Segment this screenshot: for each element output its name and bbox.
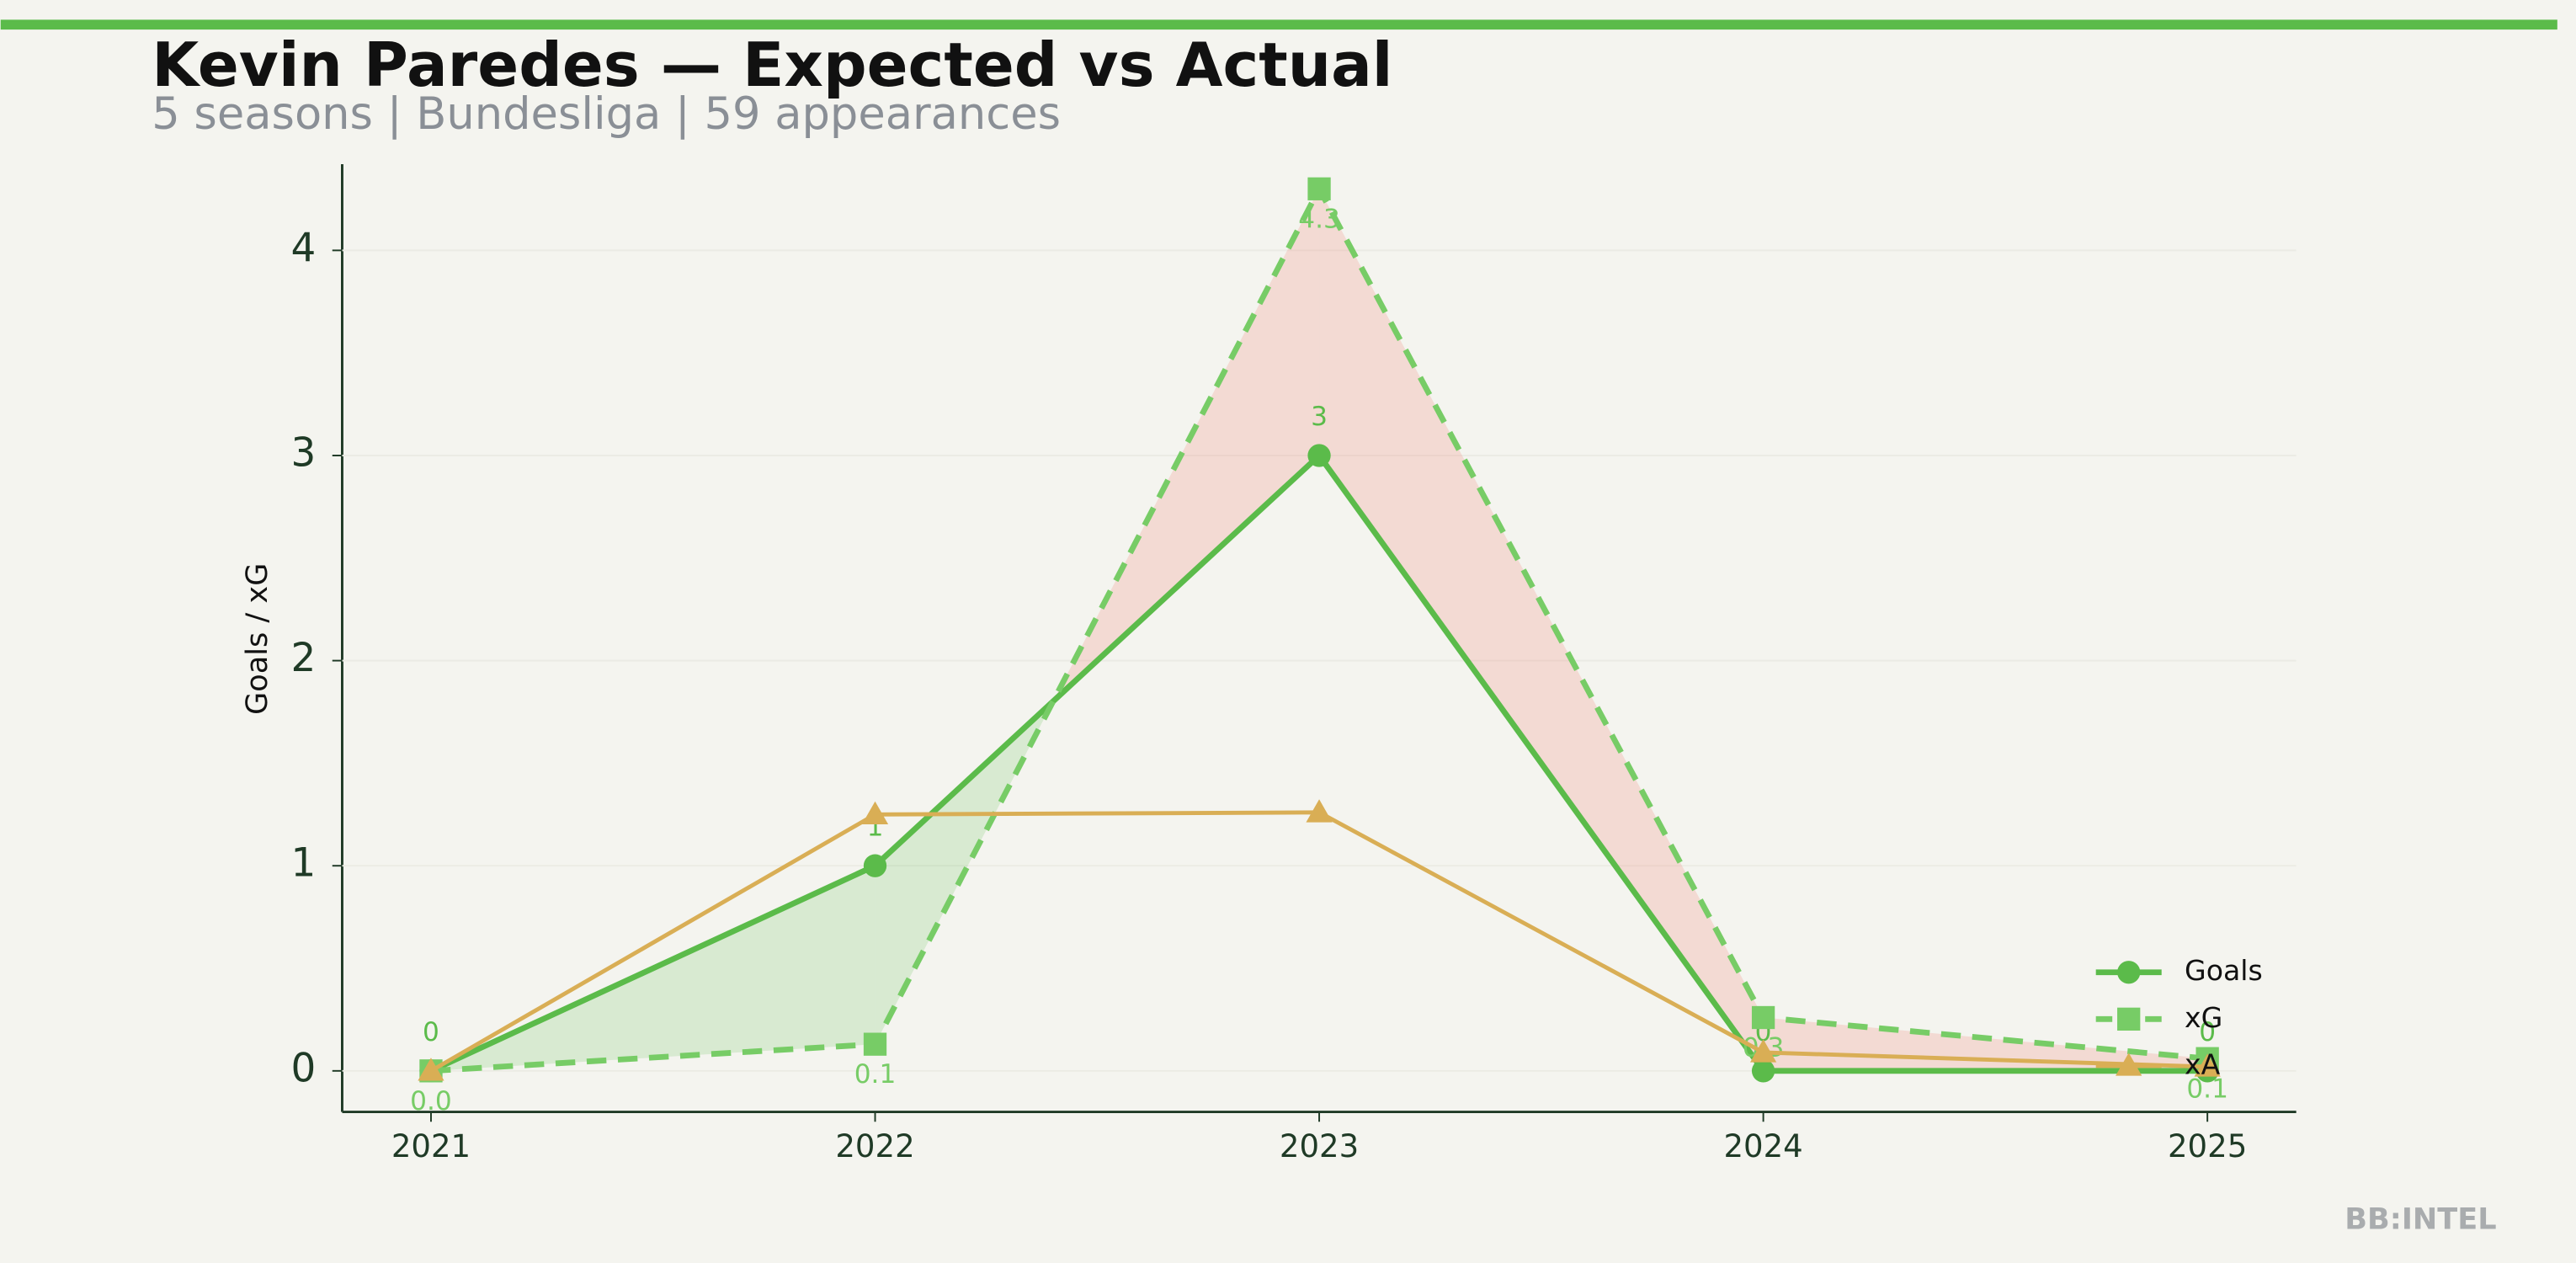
- y-tick-label: 4: [290, 226, 316, 271]
- data-point: [1751, 1005, 1775, 1030]
- data-point: [861, 801, 889, 825]
- top-bar: [0, 19, 2557, 30]
- value-label: 0.1: [854, 1059, 897, 1090]
- data-point: [1307, 177, 1331, 200]
- value-label: 0.1: [2186, 1074, 2228, 1104]
- value-label: 0: [423, 1017, 439, 1047]
- x-tick-label: 2024: [1723, 1128, 1802, 1164]
- y-tick-label: 1: [290, 841, 316, 887]
- legend-marker: [2117, 961, 2141, 984]
- value-label: 0.0: [410, 1086, 452, 1116]
- chart-title: Kevin Paredes — Expected vs Actual: [152, 30, 1392, 101]
- legend-marker: [2117, 1007, 2141, 1031]
- y-axis-label: Goals / xG: [240, 563, 274, 715]
- legend-label: xG: [2185, 1001, 2222, 1034]
- value-label: 0: [2199, 1017, 2216, 1047]
- y-tick-label: 0: [290, 1046, 316, 1091]
- y-tick-label: 3: [290, 430, 316, 476]
- value-label: 3: [1311, 402, 1328, 432]
- source: BB:INTEL: [2344, 1202, 2496, 1236]
- data-point: [863, 854, 887, 877]
- data-point: [1307, 444, 1331, 467]
- x-tick-label: 2025: [2168, 1128, 2247, 1164]
- data-point: [1751, 1059, 1775, 1083]
- y-tick-label: 2: [290, 636, 316, 681]
- x-tick-label: 2021: [391, 1128, 471, 1164]
- data-point: [1306, 799, 1333, 823]
- chart-subtitle: 5 seasons | Bundesliga | 59 appearances: [152, 88, 1061, 140]
- legend-label: Goals: [2185, 954, 2263, 987]
- x-tick-label: 2022: [835, 1128, 914, 1164]
- data-point: [1750, 1039, 1777, 1063]
- legend-marker: [2116, 1052, 2142, 1076]
- x-tick-label: 2023: [1280, 1128, 1359, 1164]
- legend-label: xA: [2185, 1047, 2221, 1080]
- data-point: [418, 1058, 444, 1081]
- fill-underperform: [1319, 189, 1764, 1071]
- data-point: [2194, 1053, 2221, 1077]
- data-point: [863, 1032, 887, 1056]
- value-label: 4.3: [1298, 204, 1340, 234]
